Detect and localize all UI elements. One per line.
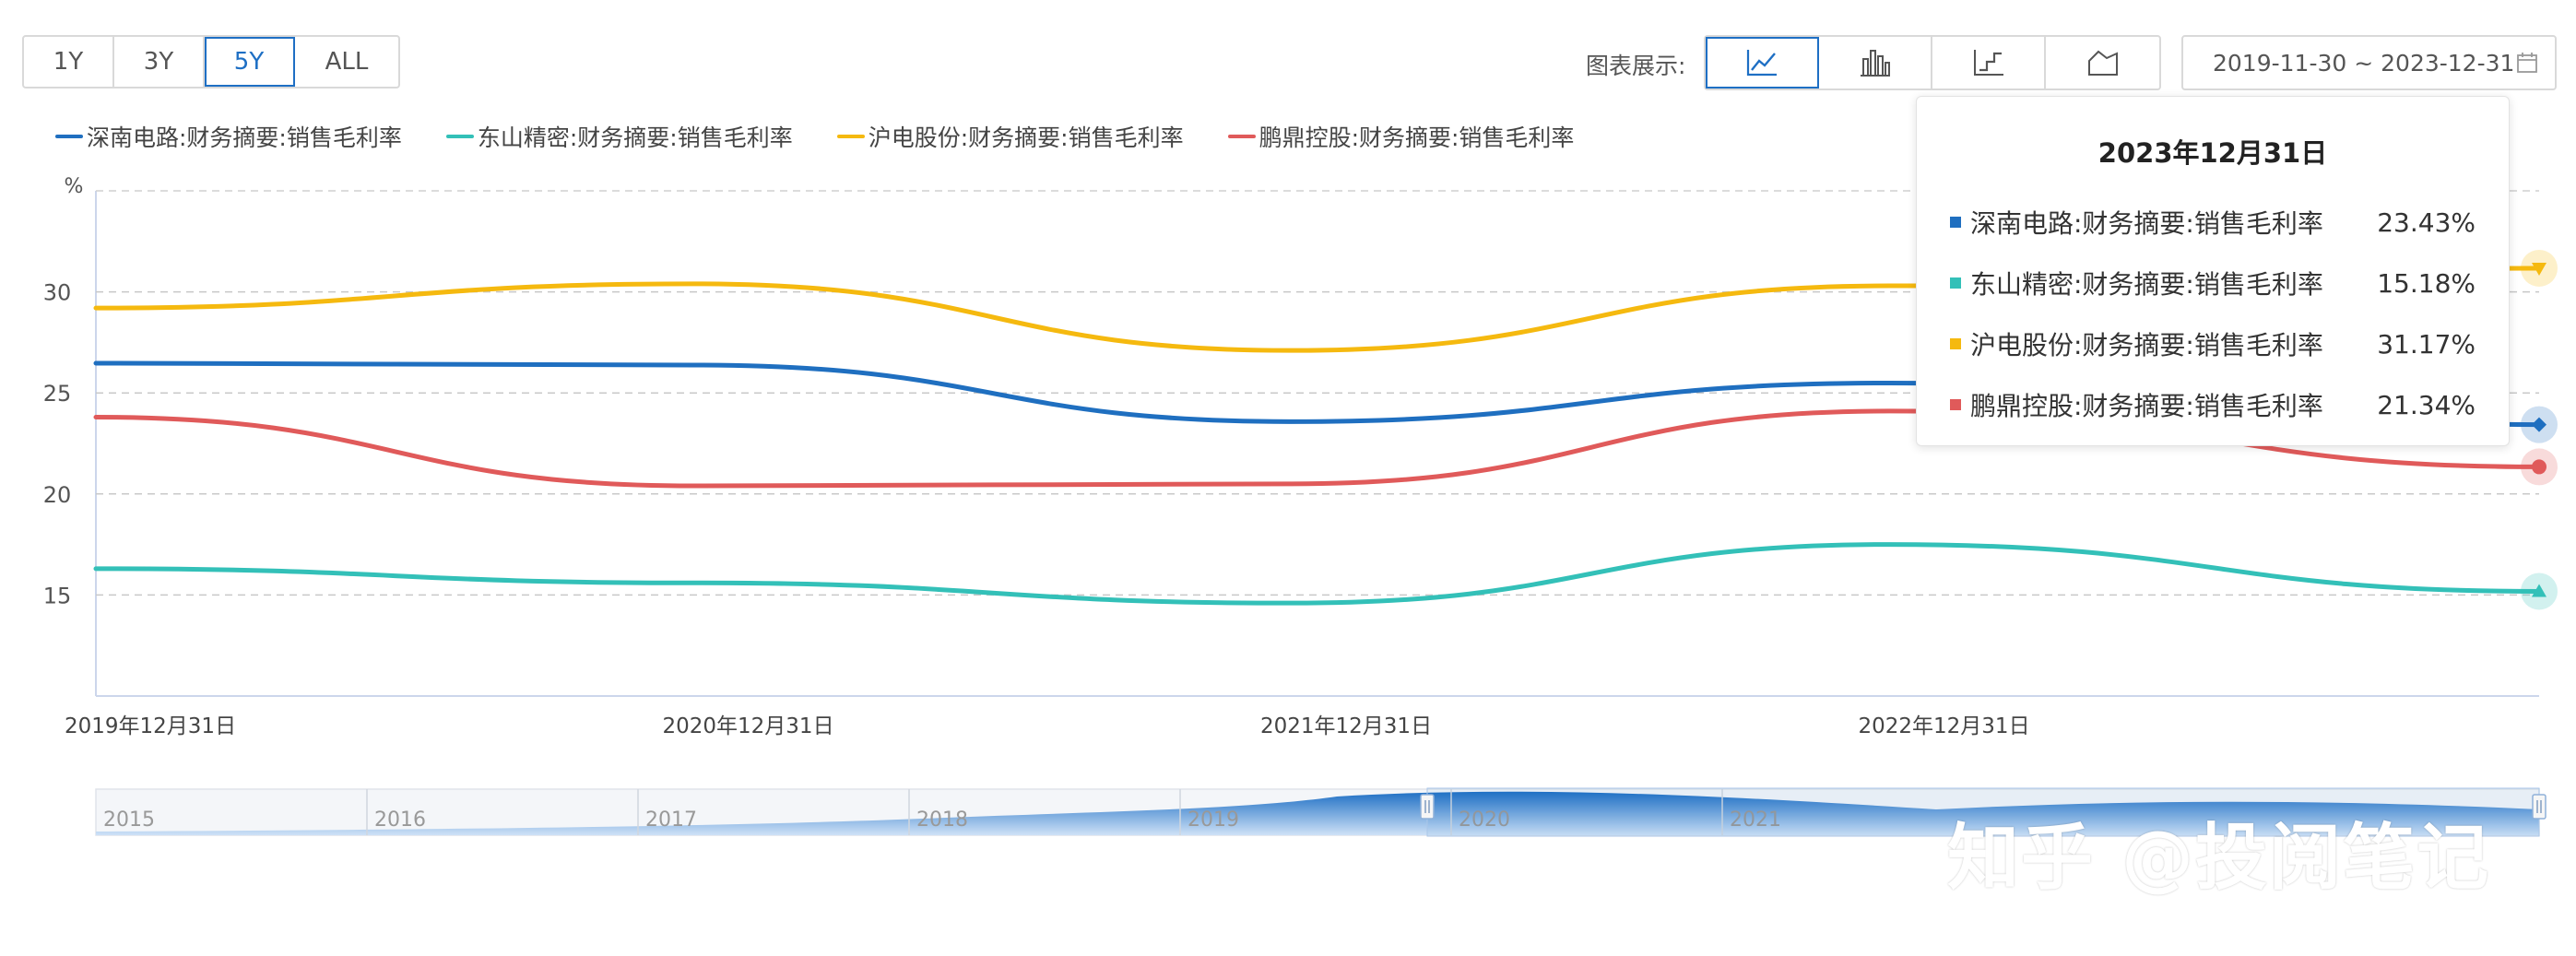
navigator-handle[interactable] [2532, 794, 2546, 820]
tooltip-series-name: 沪电股份:财务摘要:销售毛利率 [1970, 330, 2323, 360]
y-tick-label: 25 [43, 381, 72, 407]
chart-tooltip: 2023年12月31日 深南电路:财务摘要:销售毛利率 23.43% 东山精密:… [1916, 96, 2510, 446]
legend-item-series-0[interactable]: 深南电路:财务摘要:销售毛利率 [55, 120, 402, 153]
legend-label-series-1: 东山精密:财务摘要:销售毛利率 [477, 124, 793, 151]
navigator-handle[interactable] [1420, 794, 1435, 820]
step-chart-icon [1973, 50, 2003, 76]
tooltip-title: 2023年12月31日 [2097, 137, 2328, 169]
tooltip-series-value: 21.34% [2377, 389, 2476, 420]
chart-type-selector [1704, 35, 2161, 90]
tooltip-series-value: 23.43% [2377, 207, 2476, 238]
y-tick-label: 15 [43, 583, 72, 608]
tooltip-series-marker [1950, 217, 1961, 228]
range-1y-button[interactable]: 1Y [24, 37, 114, 87]
legend-label-series-2: 沪电股份:财务摘要:销售毛利率 [868, 124, 1184, 151]
legend-line-series-0 [55, 135, 83, 138]
range-5y-button[interactable]: 5Y [205, 37, 295, 87]
tooltip-series-marker [1950, 277, 1961, 289]
navigator-year-label: 2020 [1459, 808, 1510, 832]
navigator-year-label: 2018 [916, 808, 968, 832]
date-range-picker[interactable]: 2019-11-30 ~ 2023-12-31 [2181, 35, 2557, 90]
series-line-1 [93, 542, 2542, 606]
area-chart-icon [2087, 50, 2118, 76]
tooltip-series-name: 鹏鼎控股:财务摘要:销售毛利率 [1970, 391, 2323, 421]
range-3y-button[interactable]: 3Y [114, 37, 205, 87]
tooltip-series-name: 深南电路:财务摘要:销售毛利率 [1970, 208, 2323, 239]
calendar-icon [2517, 53, 2537, 73]
x-tick-label: 2020年12月31日 [663, 714, 834, 738]
chart-legend: 深南电路:财务摘要:销售毛利率 东山精密:财务摘要:销售毛利率 沪电股份:财务摘… [55, 120, 1618, 153]
tooltip-row: 东山精密:财务摘要:销售毛利率 15.18% [1950, 265, 2476, 301]
chart-type-label: 图表展示: [1586, 53, 1686, 79]
tooltip-series-value: 15.18% [2377, 267, 2476, 299]
navigator-year-label: 2016 [374, 808, 426, 832]
navigator-year-label: 2019 [1188, 808, 1239, 832]
legend-line-series-1 [445, 135, 474, 138]
y-tick-label: 30 [43, 280, 72, 306]
x-tick-label: 2021年12月31日 [1260, 714, 1432, 738]
navigator-year-label: 2021 [1730, 808, 1781, 832]
y-tick-label: 20 [43, 482, 72, 508]
navigator-year-label: 2017 [645, 808, 697, 832]
legend-item-series-3[interactable]: 鹏鼎控股:财务摘要:销售毛利率 [1227, 120, 1575, 153]
legend-line-series-2 [836, 135, 865, 138]
x-tick-label: 2019年12月31日 [65, 714, 236, 738]
legend-line-series-3 [1227, 135, 1256, 138]
legend-item-series-1[interactable]: 东山精密:财务摘要:销售毛利率 [445, 120, 793, 153]
legend-label-series-0: 深南电路:财务摘要:销售毛利率 [87, 124, 402, 151]
range-selector: 1Y 3Y 5Y ALL [22, 35, 400, 89]
tooltip-series-name: 东山精密:财务摘要:销售毛利率 [1970, 269, 2323, 300]
navigator-area [96, 791, 2539, 835]
step-chart-button[interactable] [1932, 37, 2046, 89]
date-range-text: 2019-11-30 ~ 2023-12-31 [2213, 49, 2515, 77]
area-chart-button[interactable] [2046, 37, 2159, 89]
tooltip-row: 鹏鼎控股:财务摘要:销售毛利率 21.34% [1950, 386, 2476, 423]
line-chart-button[interactable] [1706, 37, 1819, 89]
tooltip-row: 沪电股份:财务摘要:销售毛利率 31.17% [1950, 325, 2476, 362]
tooltip-row: 深南电路:财务摘要:销售毛利率 23.43% [1950, 204, 2476, 241]
data-point [2532, 417, 2546, 432]
tooltip-series-marker [1950, 338, 1961, 349]
bar-chart-button[interactable] [1819, 37, 1932, 89]
bar-chart-icon [1860, 50, 1890, 77]
legend-item-series-2[interactable]: 沪电股份:财务摘要:销售毛利率 [836, 120, 1184, 153]
data-point [2532, 262, 2546, 276]
data-point [2532, 459, 2546, 475]
range-all-button[interactable]: ALL [325, 48, 369, 76]
tooltip-series-value: 31.17% [2377, 328, 2476, 360]
watermark: 知乎 @投阅笔记 [1947, 817, 2491, 900]
navigator-year-label: 2015 [103, 808, 155, 832]
x-tick-label: 2022年12月31日 [1859, 714, 2030, 738]
data-point [2532, 584, 2546, 597]
legend-label-series-3: 鹏鼎控股:财务摘要:销售毛利率 [1258, 124, 1575, 151]
line-chart-icon [1746, 50, 1777, 77]
tooltip-series-marker [1950, 399, 1961, 410]
y-axis-unit: % [65, 175, 84, 198]
